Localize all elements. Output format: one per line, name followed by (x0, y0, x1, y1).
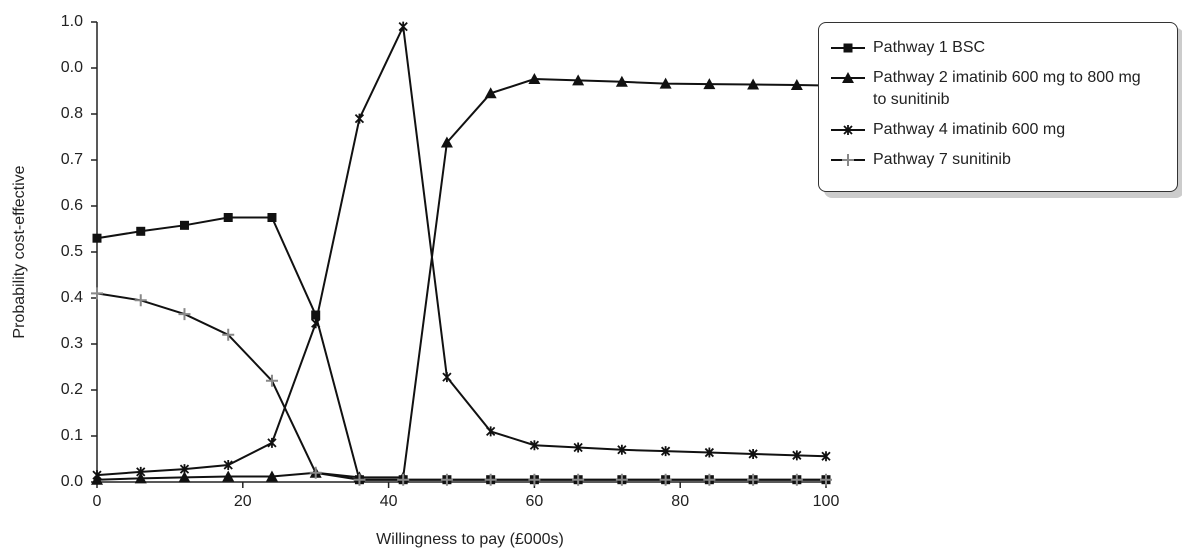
y-tick-label: 0.4 (61, 289, 83, 306)
series-line (96, 216, 826, 481)
marker-plus (134, 294, 147, 307)
legend-label: Pathway 2 imatinib 600 mg to 800 mg to s… (873, 69, 1141, 108)
marker-star (843, 125, 853, 135)
marker-plus (309, 466, 322, 479)
y-tick-label: 0.8 (61, 105, 83, 122)
y-tick-label: 0.0 (61, 473, 83, 490)
legend-label: Pathway 4 imatinib 600 mg (873, 121, 1066, 138)
marker-plus (222, 328, 235, 341)
marker-star (704, 447, 714, 458)
marker-star (486, 426, 496, 437)
marker-plus (747, 473, 760, 486)
marker-square (311, 310, 321, 320)
series-line (96, 292, 826, 481)
marker-triangle (440, 136, 453, 148)
marker-triangle (484, 87, 497, 99)
marker-star (573, 442, 583, 453)
legend-entry: Pathway 7 sunitinib (827, 149, 1167, 171)
marker-star (529, 440, 540, 451)
marker-star (92, 470, 102, 481)
series-line (96, 78, 827, 481)
x-tick-label: 100 (813, 493, 840, 510)
marker-triangle (178, 471, 191, 483)
marker-plus (820, 473, 832, 486)
marker-plus (484, 473, 497, 486)
marker-triangle (134, 472, 147, 484)
marker-square (179, 220, 189, 230)
marker-square (136, 226, 146, 236)
y-tick-label: 0.5 (61, 243, 83, 260)
series-line (96, 23, 827, 477)
marker-plus (265, 374, 278, 387)
marker-star (267, 437, 277, 448)
marker-plus (440, 473, 453, 486)
marker-square (92, 233, 102, 243)
marker-square (843, 43, 853, 53)
y-tick-label: 0.2 (61, 381, 83, 398)
marker-plus (353, 473, 366, 486)
x-tick-label: 20 (234, 493, 252, 510)
marker-star (748, 448, 758, 459)
y-tick-label: 0.0 (61, 59, 83, 76)
marker-star (617, 444, 627, 455)
marker-triangle (790, 79, 803, 91)
marker-triangle (528, 73, 541, 85)
marker-plus (91, 287, 103, 300)
legend-label: Pathway 7 sunitinib (873, 151, 1011, 168)
legend-icon (831, 43, 865, 53)
legend-icon (831, 154, 865, 166)
marker-triangle (615, 75, 628, 87)
y-tick-label: 0.1 (61, 427, 83, 444)
marker-star (354, 113, 365, 124)
marker-plus (703, 473, 716, 486)
legend-icon (831, 72, 865, 83)
marker-triangle (747, 78, 760, 90)
marker-star (179, 464, 190, 475)
marker-triangle (659, 77, 672, 89)
legend-label: Pathway 1 BSC (873, 39, 986, 56)
y-tick-label: 1.0 (61, 13, 83, 30)
y-tick-label: 0.7 (61, 151, 83, 168)
legend-icon (831, 125, 865, 135)
marker-square (223, 213, 233, 222)
x-tick-label: 60 (526, 493, 544, 510)
x-axis-label: Willingness to pay (£000s) (376, 531, 564, 548)
marker-plus (790, 473, 803, 486)
marker-star (660, 446, 671, 457)
x-tick-label: 0 (93, 493, 102, 510)
marker-star (792, 450, 802, 461)
legend: Pathway 1 BSC Pathway 2 imatinib 600 mg t… (818, 22, 1178, 192)
marker-star (398, 21, 408, 32)
marker-plus (528, 473, 541, 486)
marker-plus (572, 473, 585, 486)
marker-star (442, 372, 452, 383)
marker-triangle (703, 78, 716, 90)
marker-plus (842, 154, 854, 166)
marker-plus (615, 473, 628, 486)
y-tick-label: 0.3 (61, 335, 83, 352)
marker-plus (659, 473, 672, 486)
marker-square (267, 213, 277, 222)
marker-star (136, 466, 146, 477)
legend-entry: Pathway 1 BSC (827, 37, 1167, 59)
marker-star (311, 318, 321, 329)
marker-triangle (572, 74, 585, 86)
x-tick-label: 80 (671, 493, 689, 510)
marker-star (821, 451, 831, 462)
y-tick-label: 0.6 (61, 197, 83, 214)
marker-star (223, 459, 233, 470)
marker-triangle (842, 72, 854, 83)
marker-triangle (265, 470, 278, 482)
y-axis-label: Probability cost-effective (11, 165, 28, 338)
legend-entry: Pathway 2 imatinib 600 mg to 800 mg to s… (827, 67, 1167, 111)
marker-plus (397, 473, 410, 486)
legend-entry: Pathway 4 imatinib 600 mg (827, 119, 1167, 141)
marker-triangle (222, 470, 235, 482)
x-tick-label: 40 (380, 493, 398, 510)
marker-plus (178, 308, 191, 321)
